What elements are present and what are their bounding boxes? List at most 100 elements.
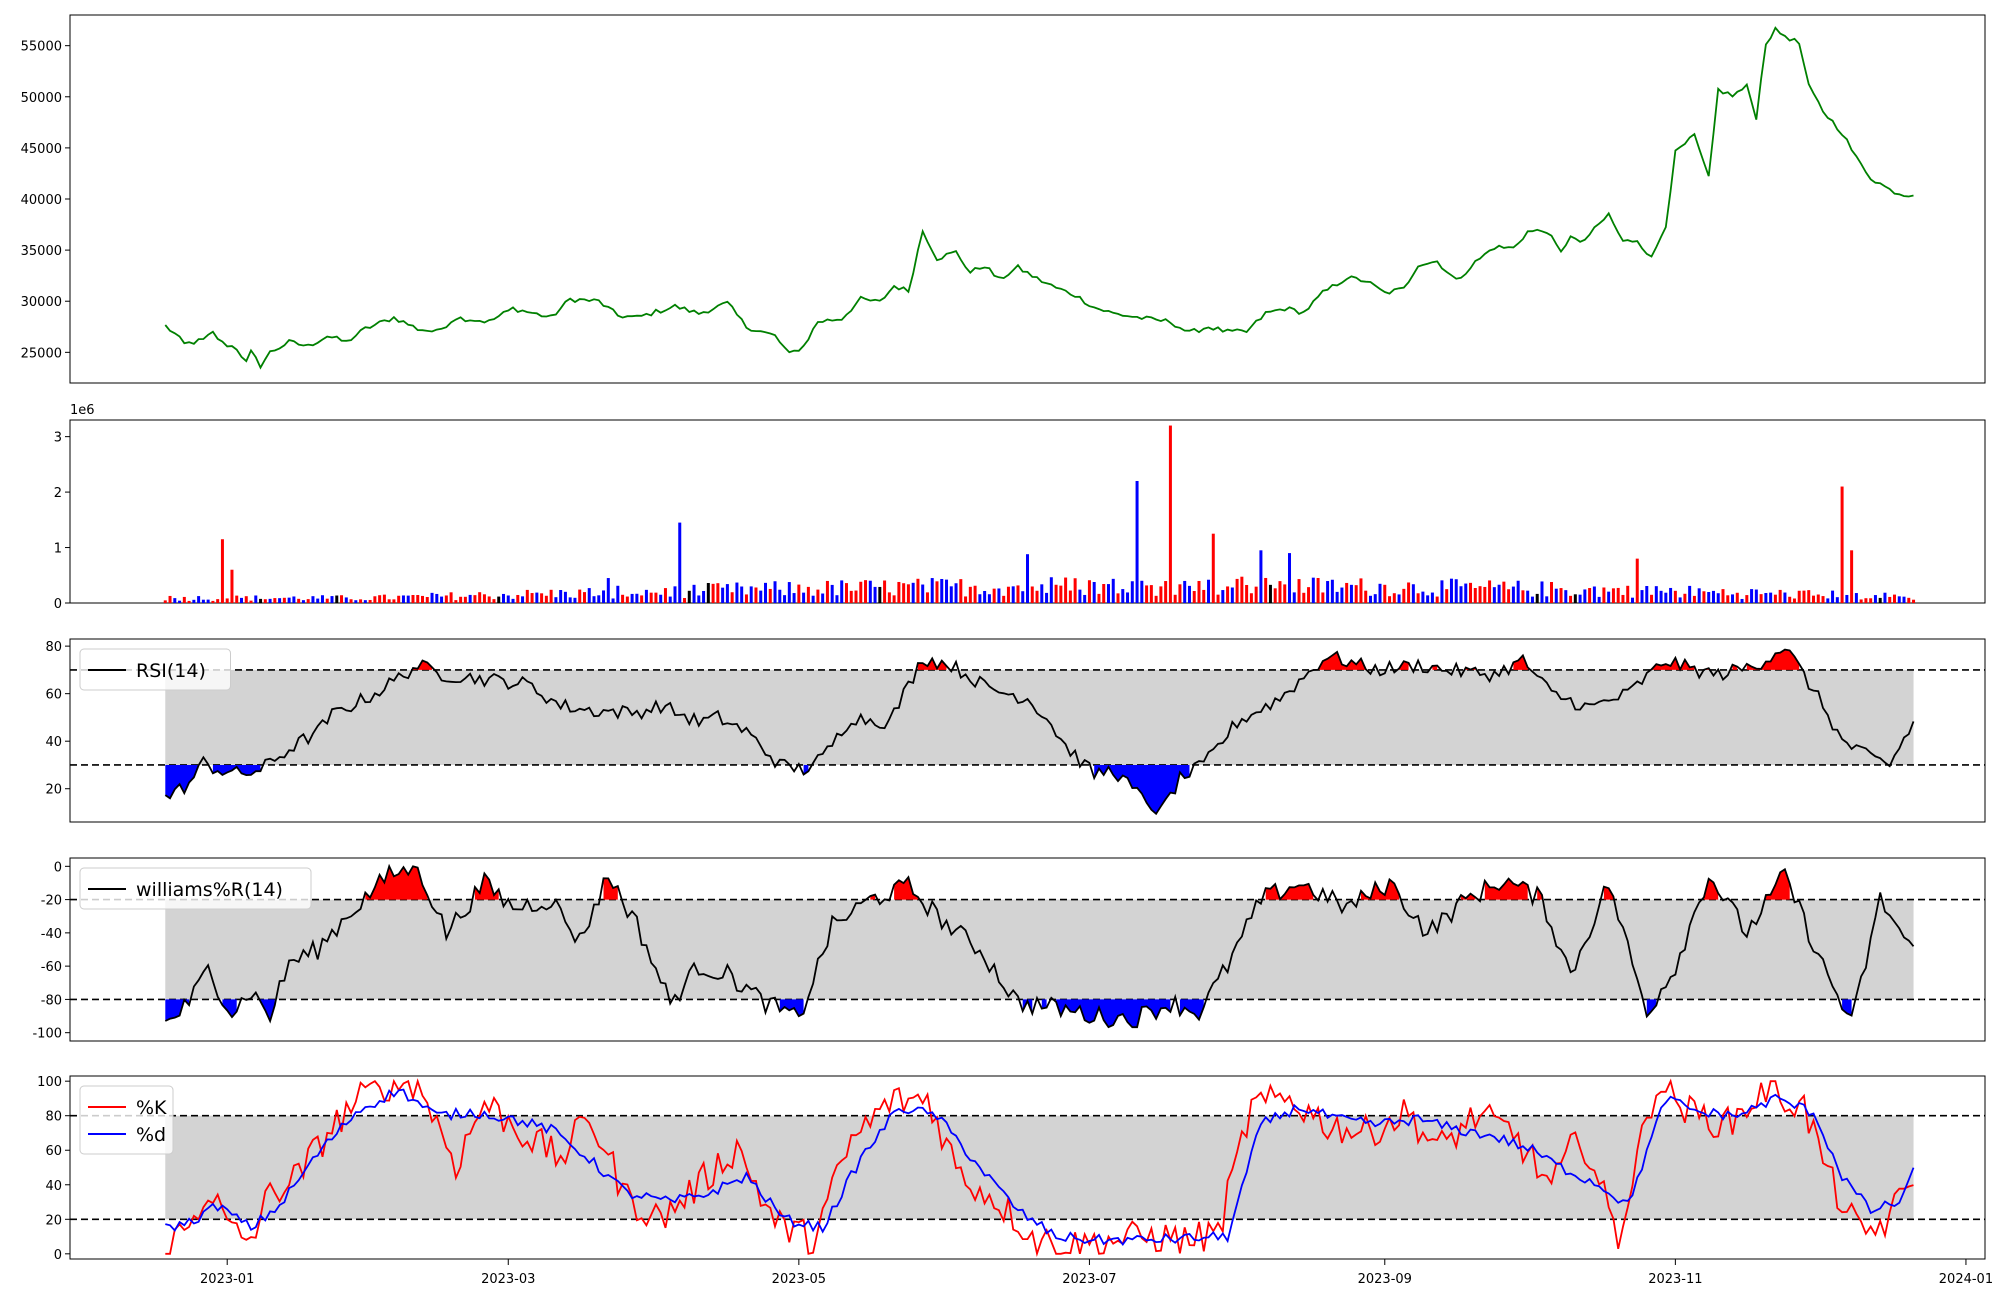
volume-bar [1064, 577, 1068, 603]
y-tick-label: -100 [32, 1027, 62, 1042]
volume-bar [1259, 550, 1263, 603]
volume-bar [806, 586, 810, 603]
volume-bar [725, 584, 729, 603]
volume-bar [663, 588, 667, 603]
volume-bar [1731, 594, 1735, 603]
volume-bar [730, 592, 734, 603]
volume-bar [1078, 589, 1082, 603]
oversold-fill [1646, 999, 1657, 1017]
volume-bar [887, 592, 891, 603]
volume-bar [1588, 588, 1592, 603]
legend-label: %d [136, 1124, 166, 1146]
volume-bar [1045, 592, 1049, 603]
price-panel: 25000 30000 35000 40000 45000 50000 55000 [21, 14, 1986, 384]
volume-bar [1550, 582, 1554, 603]
volume-bar [654, 592, 658, 603]
volume-bar [1812, 595, 1816, 603]
volume-bar [987, 594, 991, 603]
y-tick-label: 0 [54, 860, 62, 875]
volume-bar [478, 592, 482, 603]
volume-bar [854, 590, 858, 603]
volume-bar [968, 586, 972, 603]
volume-bar [749, 586, 753, 603]
volume-bar [1111, 578, 1115, 603]
y-tick-label: 80 [45, 640, 62, 655]
volume-bar [1121, 589, 1125, 603]
volume-bar [506, 595, 510, 603]
y-tick-label: 40000 [21, 193, 62, 208]
y-tick-label: 60 [45, 688, 62, 703]
volume-bar [1659, 590, 1663, 603]
x-tick-label: 2024-01 [1939, 1272, 1993, 1287]
volume-bar [1912, 599, 1916, 603]
y-tick-label: 20 [45, 783, 62, 798]
volume-bar [1564, 590, 1568, 603]
volume-bar [1764, 592, 1768, 603]
overbought-fill [1265, 883, 1314, 900]
volume-bar [921, 584, 925, 603]
volume-bar [1288, 553, 1292, 603]
volume-bar [259, 598, 263, 603]
volume-bar [1535, 593, 1539, 603]
volume-bar [292, 596, 296, 603]
volume-bar [973, 585, 977, 603]
volume-bar [1226, 586, 1230, 603]
volume-bar [1735, 592, 1739, 603]
volume-bar [802, 592, 806, 603]
volume-bar [435, 593, 439, 603]
volume-bar [459, 596, 463, 603]
volume-bar [230, 569, 234, 603]
volume-bar [1773, 594, 1777, 603]
neutral-band [165, 669, 1914, 765]
volume-bar [644, 589, 648, 603]
rsi-panel: 20 40 60 80 RSI(14) [45, 638, 1986, 823]
volume-bar [1249, 593, 1253, 603]
volume-bar [821, 593, 825, 603]
volume-bar [1016, 585, 1020, 603]
volume-bar [1821, 596, 1825, 603]
volume-bar [192, 599, 196, 603]
volume-bar [964, 596, 968, 603]
volume-bar [1673, 590, 1677, 603]
volume-bar [616, 585, 620, 603]
volume-bar [554, 597, 558, 603]
oversold-fill [1094, 765, 1190, 814]
volume-bar [1583, 589, 1587, 603]
volume-bar [1778, 589, 1782, 603]
volume-bar [211, 600, 215, 603]
oversold-fill [1842, 999, 1852, 1016]
volume-bar [1864, 598, 1868, 603]
y-tick-label: 55000 [21, 40, 62, 55]
volume-bar [1135, 481, 1139, 603]
volume-bar [1283, 584, 1287, 603]
volume-bar [1516, 580, 1520, 603]
oversold-fill [803, 765, 809, 775]
y-tick-label: 60 [45, 1144, 62, 1159]
volume-bar [235, 595, 239, 603]
volume-bar [487, 596, 491, 603]
oversold-fill [1041, 999, 1047, 1009]
volume-bar [625, 596, 629, 603]
volume-bar [1769, 592, 1773, 603]
volume-bar [1602, 587, 1606, 603]
volume-bar [1469, 582, 1473, 603]
volume-bar [421, 595, 425, 603]
volume-bar [1483, 586, 1487, 603]
volume-bar [1664, 592, 1668, 603]
y-tick-label: 30000 [21, 295, 62, 310]
volume-bar [925, 592, 929, 603]
volume-bar [825, 580, 829, 603]
volume-bar [1340, 587, 1344, 603]
d-line [165, 1088, 1915, 1247]
axes-frame [69, 857, 1986, 1042]
y-tick-label: -60 [41, 960, 62, 975]
volume-bar [1559, 588, 1563, 603]
volume-bar [359, 599, 363, 603]
volume-bar [1383, 584, 1387, 603]
legend-box [79, 867, 312, 910]
volume-bar [978, 594, 982, 603]
volume-bar [1711, 590, 1715, 603]
x-tick-label: 2023-11 [1648, 1272, 1702, 1287]
oversold-fill [1179, 999, 1204, 1020]
x-tick-label: 2023-03 [481, 1272, 535, 1287]
